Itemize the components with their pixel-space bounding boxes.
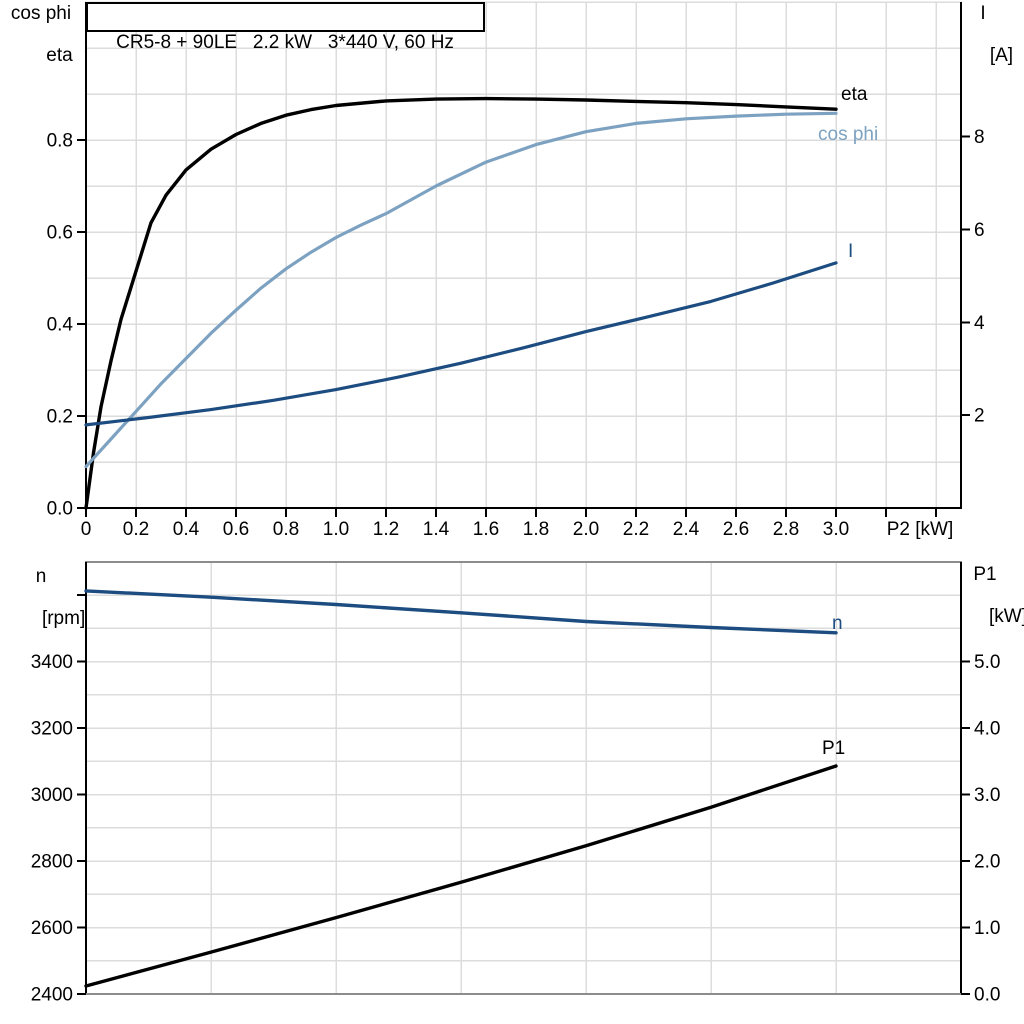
tick-label-right: 4.0: [974, 719, 1000, 740]
left-axis-title-top-chart: cos phi eta: [5, 3, 77, 66]
tick-label-right: 5.0: [974, 652, 1000, 673]
chart-title-box: CR5-8 + 90LE 2.2 kW 3*440 V, 60 Hz: [86, 2, 485, 53]
tick-label-x: 2.8: [773, 519, 799, 540]
series-cos-phi: [84, 111, 838, 469]
tick-label-right: 3.0: [974, 785, 1000, 806]
p1-axis-label: P1: [973, 564, 997, 585]
series-P1: [84, 764, 838, 988]
curve-label-cos-phi: cos phi: [818, 124, 878, 145]
curve-label-n: n: [832, 613, 843, 634]
curve-label-P1: P1: [822, 738, 845, 759]
tick-label-x: 0.2: [123, 519, 149, 540]
tick-label-right: 1.0: [974, 918, 1000, 939]
rpm-unit-label: [rpm]: [41, 608, 86, 629]
tick-label-x: 1.6: [473, 519, 499, 540]
left-axis-title-bottom-chart: n [rpm]: [5, 566, 86, 629]
tick-label-left: 0.4: [47, 315, 74, 336]
tick-label-left: 2400: [31, 985, 73, 1006]
tick-label-x: 0: [81, 519, 92, 540]
curve-label-eta: eta: [841, 84, 868, 105]
tick-label-right: 0.0: [974, 985, 1000, 1006]
tick-label-left: 2600: [31, 918, 73, 939]
tick-label-x: 1.8: [523, 519, 549, 540]
right-axis-title-bottom-chart: P1 [kW]: [952, 564, 1024, 627]
tick-label-x: 0.6: [223, 519, 249, 540]
tick-label-right: 4: [974, 313, 985, 334]
tick-label-left: 0.8: [47, 131, 73, 152]
curve-label-I: I: [848, 241, 853, 262]
tick-label-left: 0.6: [47, 223, 73, 244]
kw-unit-label: [kW]: [988, 606, 1024, 627]
chart-title: CR5-8 + 90LE 2.2 kW 3*440 V, 60 Hz: [116, 32, 454, 53]
eta-axis-label: eta: [46, 45, 73, 66]
tick-label-x: 1.2: [373, 519, 399, 540]
tick-label-x: 1.4: [423, 519, 450, 540]
tick-label-left: 3000: [31, 785, 73, 806]
tick-label-right: 2.0: [974, 852, 1000, 873]
tick-label-right: 6: [974, 220, 985, 241]
tick-label-x: 1.0: [323, 519, 349, 540]
tick-label-x: 2.2: [623, 519, 649, 540]
current-axis-label: I: [980, 3, 986, 24]
tick-label-x: 0.4: [173, 519, 200, 540]
series-eta: [84, 96, 838, 510]
cos-phi-axis-label: cos phi: [10, 3, 72, 24]
ampere-unit-label: [A]: [989, 45, 1014, 66]
tick-label-x: 2.0: [573, 519, 599, 540]
series-I: [84, 261, 838, 427]
right-axis-title-top-chart: I [A]: [952, 3, 1014, 66]
x-axis-unit-label: P2 [kW]: [887, 519, 954, 540]
tick-label-left: 3400: [31, 652, 73, 673]
series-n: [84, 589, 838, 635]
tick-label-right: 8: [974, 127, 985, 148]
tick-label-left: 3200: [31, 719, 73, 740]
tick-label-x: 2.4: [673, 519, 700, 540]
tick-label-left: 0.0: [47, 499, 73, 520]
tick-label-x: 3.0: [823, 519, 849, 540]
tick-label-left: 0.2: [47, 407, 73, 428]
tick-label-left: 2800: [31, 852, 73, 873]
speed-axis-label: n: [35, 566, 47, 587]
tick-label-x: 0.8: [273, 519, 299, 540]
tick-label-x: 2.6: [723, 519, 749, 540]
tick-label-right: 2: [974, 406, 985, 427]
